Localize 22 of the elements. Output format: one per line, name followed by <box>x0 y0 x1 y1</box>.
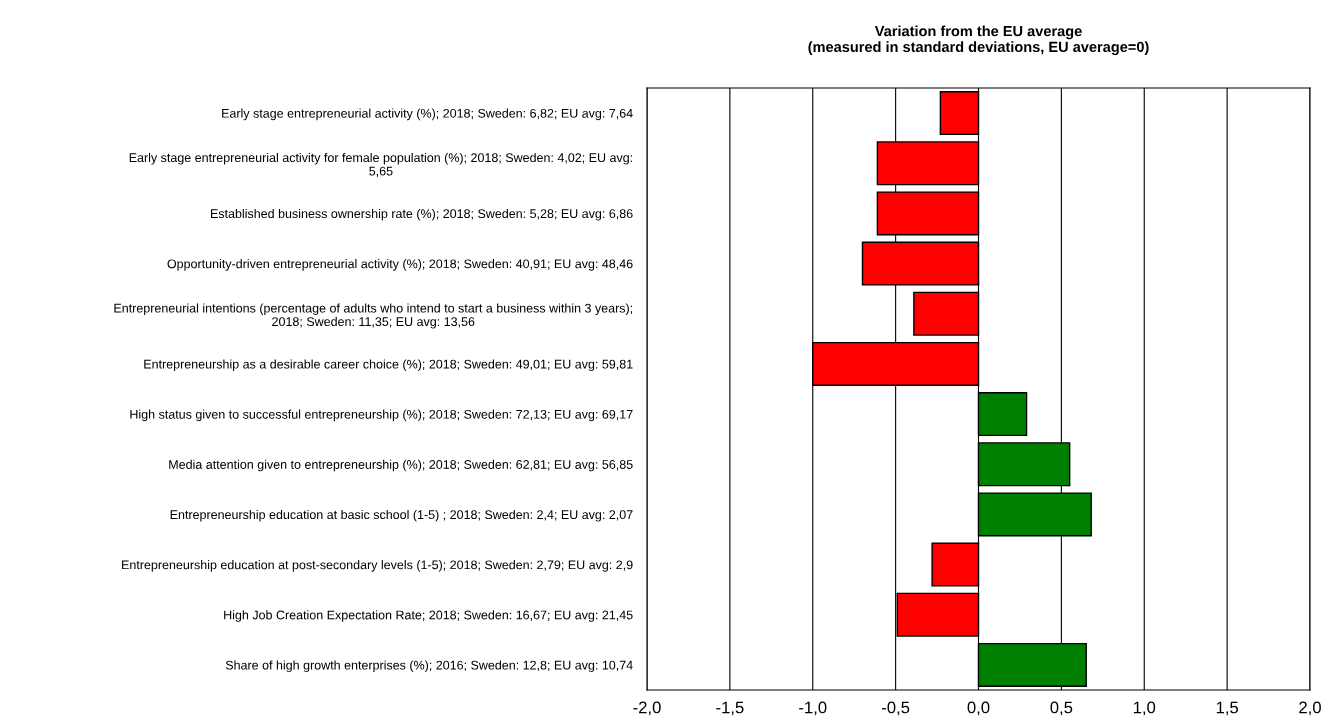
x-tick-label: -0,5 <box>882 701 910 716</box>
y-tick-label: Entrepreneurship as a desirable career choice (%); 2018; Sweden: 49,01; EU avg: 59,81 <box>144 359 633 372</box>
x-tick-label: -1,0 <box>799 701 827 716</box>
x-tick-label: -2,0 <box>633 701 661 716</box>
x-tick-label: 1,5 <box>1216 701 1239 716</box>
y-tick-label: Established business ownership rate (%); 2018; Sweden: 5,28; EU avg: 6,86 <box>211 208 633 221</box>
x-tick-label: 1,0 <box>1133 701 1156 716</box>
x-tick-label: 0,5 <box>1050 701 1073 716</box>
x-tick-label: 2,0 <box>1299 701 1321 716</box>
y-tick-label: High status given to successful entrepreneurship (%); 2018; Sweden: 72,13; EU avg: 69,17 <box>130 409 633 422</box>
y-tick-label: Entrepreneurial intentions (percentage of adults who intend to start a business within 3 years); 2018; Sweden: 11,35; EU avg: 13,56 <box>114 303 633 329</box>
y-tick-label: Opportunity-driven entrepreneurial activity (%); 2018; Sweden: 40,91; EU avg: 48,46 <box>167 259 633 271</box>
y-tick-label: Share of high growth enterprises (%); 2016; Sweden: 12,8; EU avg: 10,74 <box>225 660 633 673</box>
x-tick-label: -1,5 <box>716 701 744 716</box>
y-tick-label: Entrepreneurship education at basic school (1-5) ; 2018; Sweden: 2,4; EU avg: 2,07 <box>170 509 633 522</box>
chart-title: Variation from the EU average (measured in standard deviations, EU average=0) <box>808 25 1149 55</box>
y-tick-label: Media attention given to entrepreneurship (%); 2018; Sweden: 62,81; EU avg: 56,85 <box>169 459 633 472</box>
y-tick-label: High Job Creation Expectation Rate; 2018; Sweden: 16,67; EU avg: 21,45 <box>224 610 633 622</box>
x-tick-label: 0,0 <box>967 701 990 716</box>
y-tick-label: Early stage entrepreneurial activity (%); 2018; Sweden: 6,82; EU avg: 7,64 <box>222 108 633 121</box>
y-tick-label: Early stage entrepreneurial activity for female population (%); 2018; Sweden: 4,02; EU avg: 5,65 <box>129 152 632 178</box>
y-tick-label: Entrepreneurship education at post-secondary levels (1-5); 2018; Sweden: 2,79; EU avg: 2,9 <box>122 560 633 572</box>
